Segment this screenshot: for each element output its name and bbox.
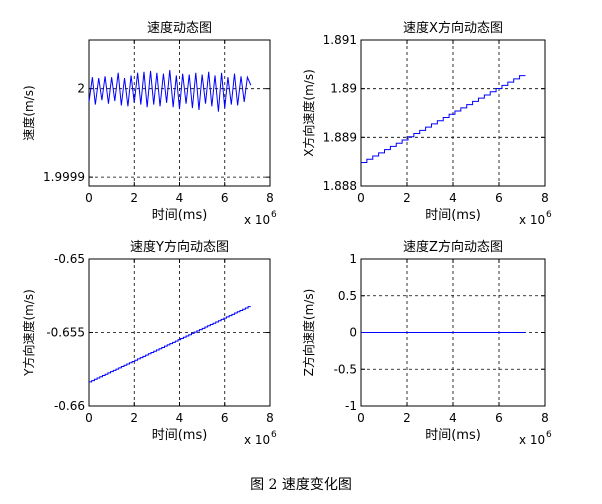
y-axis-label: Y方向速度(m/s) — [21, 289, 36, 377]
x-tick-label: 8 — [541, 411, 549, 425]
y-tick-label: -0.655 — [46, 326, 85, 340]
x-tick-label: 0 — [357, 191, 365, 205]
y-axis-label: X方向速度(m/s) — [301, 69, 316, 157]
x-axis-label: 时间(ms) — [425, 428, 481, 443]
x-axis-label: 时间(ms) — [152, 208, 208, 223]
x-tick-label: 4 — [449, 411, 457, 425]
series-line — [89, 306, 251, 383]
x-tick-label: 4 — [176, 411, 184, 425]
y-tick-label: 1.9999 — [43, 170, 85, 184]
x-tick-label: 6 — [495, 191, 503, 205]
x-tick-label: 6 — [221, 411, 229, 425]
x-tick-label: 4 — [449, 191, 457, 205]
x-axis-multiplier: x 10 — [244, 213, 270, 227]
y-tick-label: -1 — [345, 399, 357, 413]
y-tick-label: 1.89 — [330, 82, 357, 96]
chart-title: 速度Z方向动态图 — [403, 239, 503, 255]
y-tick-label: 1 — [349, 252, 357, 266]
x-tick-label: 2 — [130, 191, 138, 205]
series-line — [361, 75, 526, 163]
y-tick-label: 1.888 — [323, 179, 357, 193]
x-axis-multiplier-exponent: 6 — [546, 210, 552, 220]
x-tick-label: 0 — [85, 411, 93, 425]
x-tick-label: 4 — [176, 191, 184, 205]
x-tick-label: 2 — [403, 411, 411, 425]
x-axis-multiplier-exponent: 6 — [546, 430, 552, 440]
x-axis-multiplier: x 10 — [519, 433, 545, 447]
y-tick-label: -0.5 — [334, 362, 357, 376]
x-tick-label: 0 — [357, 411, 365, 425]
chart-title: 速度X方向动态图 — [403, 20, 503, 36]
y-tick-label: 0.5 — [338, 289, 357, 303]
y-tick-label: 2 — [77, 82, 85, 96]
x-axis-multiplier: x 10 — [519, 213, 545, 227]
x-tick-label: 2 — [403, 191, 411, 205]
x-tick-label: 6 — [495, 411, 503, 425]
x-axis-multiplier: x 10 — [244, 433, 270, 447]
x-tick-label: 8 — [541, 191, 549, 205]
chart-title: 速度动态图 — [147, 20, 212, 36]
figure-caption: 图 2 速度变化图 — [250, 477, 352, 493]
series-line — [88, 70, 252, 112]
x-tick-label: 8 — [266, 191, 274, 205]
x-tick-label: 0 — [85, 191, 93, 205]
y-tick-label: -0.66 — [54, 399, 85, 413]
x-axis-multiplier-exponent: 6 — [271, 430, 277, 440]
x-tick-label: 6 — [221, 191, 229, 205]
x-tick-label: 2 — [130, 411, 138, 425]
y-axis-label: 速度(m/s) — [21, 85, 36, 140]
y-axis-label: Z方向速度(m/s) — [301, 289, 316, 377]
y-tick-label: -0.65 — [54, 252, 85, 266]
chart-title: 速度Y方向动态图 — [130, 239, 229, 255]
x-axis-label: 时间(ms) — [425, 208, 481, 223]
y-tick-label: 1.889 — [323, 130, 357, 144]
x-tick-label: 8 — [266, 411, 274, 425]
x-axis-multiplier-exponent: 6 — [271, 210, 277, 220]
y-tick-label: 0 — [349, 326, 357, 340]
y-tick-label: 1.891 — [323, 33, 357, 47]
x-axis-label: 时间(ms) — [152, 428, 208, 443]
